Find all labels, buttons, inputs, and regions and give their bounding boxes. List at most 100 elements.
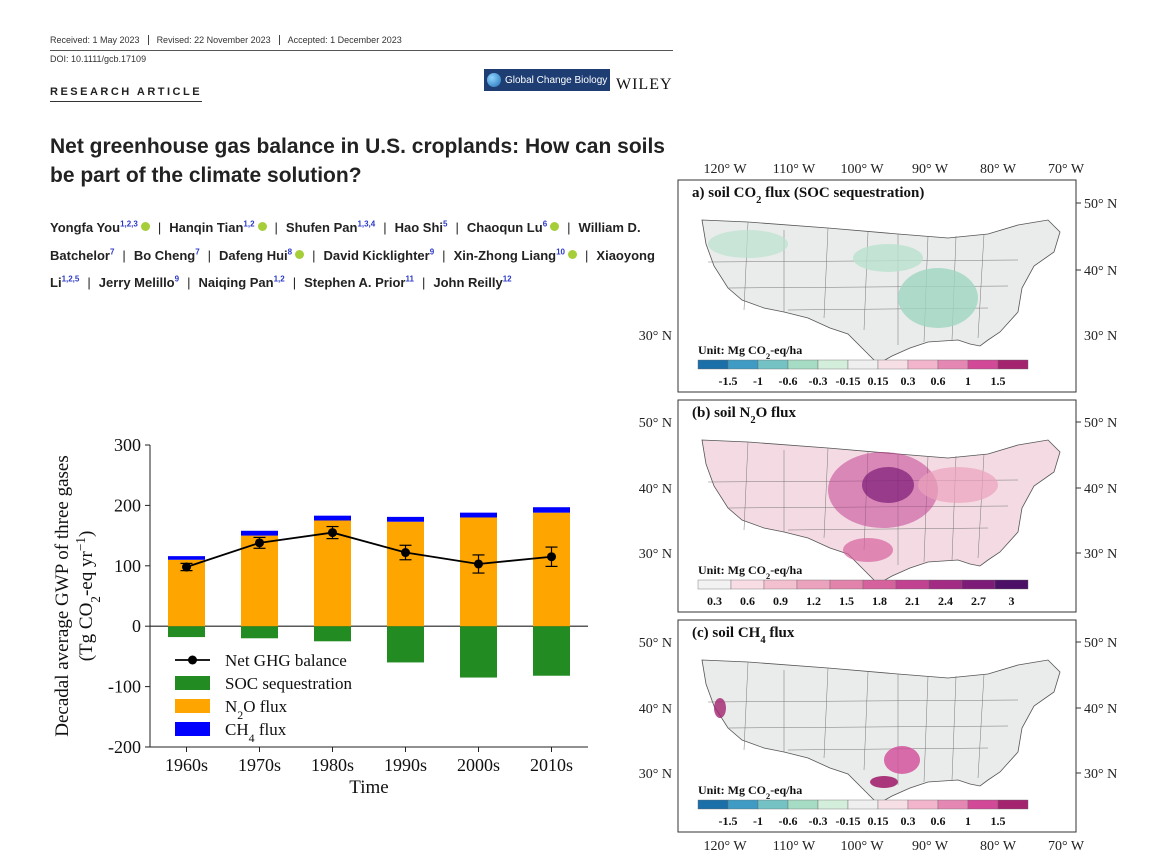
scale-label: 0.3: [901, 814, 916, 828]
author-name[interactable]: Xiaoyong Li1,2,5: [50, 247, 655, 290]
us-outline: [701, 659, 1061, 805]
lat-label-right: 50° N: [1084, 636, 1117, 651]
orcid-icon[interactable]: [140, 222, 150, 232]
scale-label: 0.15: [868, 814, 889, 828]
legend-swatch-point: [188, 655, 197, 665]
author-name[interactable]: David Kicklighter9: [323, 247, 435, 263]
scale-label: 1.5: [839, 594, 854, 608]
author-affiliation[interactable]: 11: [405, 274, 414, 284]
state-border: [951, 675, 957, 781]
journal-logo[interactable]: Global Change Biology: [484, 69, 610, 91]
scale-cell: [727, 359, 759, 370]
unit-label: Unit: Mg CO2-eq/ha: [698, 563, 802, 581]
author-affiliation[interactable]: 9: [429, 247, 435, 257]
author-affiliation[interactable]: 1,2: [273, 274, 285, 284]
orcid-icon[interactable]: [257, 222, 267, 232]
author-affiliation[interactable]: 6: [542, 220, 548, 229]
author-name[interactable]: Naiqing Pan1,2: [198, 274, 285, 290]
orcid-icon[interactable]: [568, 249, 578, 259]
net-ghg-line: [186, 531, 552, 568]
author-name[interactable]: Yongfa You1,2,3: [50, 220, 150, 235]
scale-label: 0.6: [740, 594, 755, 608]
author-name[interactable]: Hanqin Tian1,2: [169, 220, 267, 235]
author-affiliation[interactable]: 9: [174, 274, 180, 284]
ch4-bar: [533, 507, 570, 513]
author-affiliation[interactable]: 12: [502, 274, 512, 284]
author-affiliation[interactable]: 1,2,5: [61, 274, 80, 284]
article-title: Net greenhouse gas balance in U.S. cropl…: [50, 135, 665, 187]
author-affiliation[interactable]: 8: [287, 247, 293, 257]
article-type: RESEARCH ARTICLE: [50, 86, 203, 102]
scale-label: -0.3: [809, 814, 828, 828]
accepted-date: Accepted: 1 December 2023: [278, 35, 410, 45]
lon-label-top: 100° W: [840, 162, 884, 177]
lon-label-bottom: 70° W: [1048, 839, 1085, 854]
map-title: (b) soil N2O flux: [692, 405, 797, 426]
lon-label-top: 80° W: [980, 162, 1017, 177]
lon-label-bottom: 80° W: [980, 839, 1017, 854]
author-name[interactable]: Jerry Melillo9: [98, 274, 180, 290]
author-name[interactable]: Shufen Pan1,3,4: [285, 220, 376, 236]
lat-label-right: 50° N: [1084, 416, 1117, 431]
author-affiliation[interactable]: 7: [109, 247, 115, 257]
author-separator: |: [312, 247, 316, 263]
scale-cell: [796, 579, 831, 590]
scale-cell: [967, 799, 999, 810]
scale-cell: [997, 359, 1029, 370]
author-affiliation[interactable]: 1,2: [243, 220, 255, 229]
author-list: Yongfa You1,2,3 | Hanqin Tian1,2 | Shufen Pa…: [50, 213, 660, 295]
net-ghg-point: [401, 548, 410, 558]
lon-label-bottom: 110° W: [773, 839, 816, 854]
state-border: [787, 747, 989, 751]
author-affiliation[interactable]: 1,2,3: [120, 220, 138, 229]
publisher-logo[interactable]: WILEY: [616, 76, 673, 93]
orcid-icon[interactable]: [295, 249, 305, 259]
lat-label-left: 50° N: [639, 416, 672, 431]
author-name[interactable]: William D. Batchelor7: [50, 220, 641, 263]
author-name[interactable]: Stephen A. Prior11: [304, 274, 414, 290]
revised-date: Revised: 22 November 2023: [147, 35, 279, 45]
scale-label: 0.6: [931, 814, 946, 828]
scale-label: -0.6: [779, 374, 798, 388]
flux-hotspot: [862, 467, 914, 503]
legend-label: Net GHG balance: [225, 651, 347, 670]
author-name[interactable]: Chaoqun Lu6: [467, 220, 560, 235]
ch4-bar: [387, 516, 424, 522]
author-name[interactable]: John Reilly12: [433, 274, 512, 290]
soc-bar: [241, 626, 278, 639]
scale-label: 0.3: [707, 594, 722, 608]
x-axis-label: Time: [349, 777, 388, 798]
lat-label-right: 30° N: [1084, 547, 1117, 562]
scale-label: 0.9: [773, 594, 788, 608]
legend-swatch: [175, 699, 210, 713]
flux-hotspot: [843, 538, 893, 562]
scale-cell: [847, 359, 879, 370]
soc-bar: [168, 626, 205, 638]
author-name[interactable]: Hao Shi5: [394, 220, 448, 236]
scale-cell: [877, 359, 909, 370]
author-name[interactable]: Xin-Zhong Liang10: [454, 247, 578, 263]
legend-label: N2O flux: [225, 697, 288, 722]
author-affiliation[interactable]: 10: [556, 247, 566, 257]
scale-label: -1.5: [719, 374, 738, 388]
author-separator: |: [421, 274, 426, 290]
map-title: a) soil CO2 flux (SOC sequestration): [692, 185, 924, 206]
author-affiliation[interactable]: 1,3,4: [357, 220, 376, 229]
y-axis-label-line1: Decadal average GWP of three gases: [52, 455, 73, 737]
author-affiliation[interactable]: 5: [443, 220, 448, 229]
y-tick-label: -100: [108, 677, 141, 697]
author-name[interactable]: Dafeng Hui8: [219, 247, 305, 263]
author-affiliation[interactable]: 7: [195, 247, 200, 257]
state-border: [707, 699, 1019, 703]
orcid-icon[interactable]: [550, 222, 560, 232]
scale-label: -0.6: [779, 814, 798, 828]
author-name[interactable]: Bo Cheng7: [133, 247, 200, 263]
scale-cell: [727, 799, 759, 810]
x-tick-label: 1970s: [238, 755, 281, 775]
y-tick-label: 300: [114, 435, 141, 455]
x-tick-label: 1990s: [384, 755, 427, 775]
doi[interactable]: DOI: 10.1111/gcb.17109: [50, 54, 147, 64]
lat-label-left: 40° N: [639, 702, 672, 717]
net-ghg-point: [474, 559, 483, 569]
author-separator: |: [442, 247, 446, 263]
